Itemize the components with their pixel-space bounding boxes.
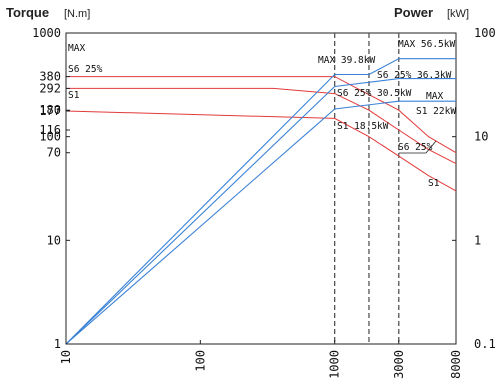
reference-lines <box>334 33 400 344</box>
label-power-s1-3000: S1 22kW <box>416 106 456 117</box>
leader-torque-s6-diag <box>425 140 437 154</box>
torque-tick-116: 116 <box>39 123 61 137</box>
power-tick-10: 10 <box>474 130 488 144</box>
power-ticks: 0.1 1 10 100 <box>452 26 496 351</box>
plot-frame <box>65 32 457 345</box>
torque-axis-unit: [N.m] <box>64 8 90 20</box>
power-axis-title: Power <box>394 5 433 20</box>
label-torque-s1-right: S1 <box>428 178 440 189</box>
torque-tick-10: 10 <box>47 233 61 247</box>
speed-tick-10: 10 <box>59 350 73 364</box>
torque-tick-180: 180 <box>39 103 61 117</box>
speed-ticks: 10 100 1000 3000 8000 <box>59 340 463 379</box>
power-series-s6-25- <box>65 78 456 345</box>
torque-tick-1000: 1000 <box>32 26 61 40</box>
torque-tick-177: 177 <box>39 104 61 118</box>
label-torque-s6: S6 25% <box>68 64 103 75</box>
torque-tick-70: 70 <box>47 146 61 160</box>
speed-tick-100: 100 <box>193 350 207 372</box>
torque-tick-100: 100 <box>39 130 61 144</box>
speed-tick-1000: 1000 <box>328 350 342 379</box>
label-power-max-3000-b: MAX <box>426 91 443 102</box>
power-tick-1: 1 <box>474 233 481 247</box>
speed-tick-3000: 3000 <box>392 350 406 379</box>
power-axis-unit: [kW] <box>447 8 469 20</box>
torque-tick-292: 292 <box>39 81 61 95</box>
power-series-max <box>65 58 456 345</box>
power-curves <box>65 58 456 345</box>
label-power-max-1000: MAX 39.8kW <box>318 55 375 66</box>
label-power-max-3000: MAX 56.5kW <box>398 39 455 50</box>
torque-tick-1: 1 <box>54 337 61 351</box>
speed-tick-8000: 8000 <box>449 350 463 379</box>
label-torque-s1: S1 <box>68 90 80 101</box>
label-power-s6-1000: S6 25% 30.5kW <box>337 88 412 99</box>
power-tick-0.1: 0.1 <box>474 337 496 351</box>
label-torque-s6-right: S6 25% <box>398 142 433 153</box>
label-power-s6-3000: S6 25% 36.3kW <box>377 70 452 81</box>
power-tick-100: 100 <box>474 26 496 40</box>
torque-series-s1 <box>65 110 457 192</box>
torque-series-max <box>66 76 457 154</box>
torque-tick-380: 380 <box>39 70 61 84</box>
power-series-s1 <box>65 100 456 345</box>
label-power-s1-1000: S1 18.5kW <box>337 121 389 132</box>
torque-axis-title: Torque <box>6 5 49 20</box>
label-torque-max: MAX <box>68 43 85 54</box>
